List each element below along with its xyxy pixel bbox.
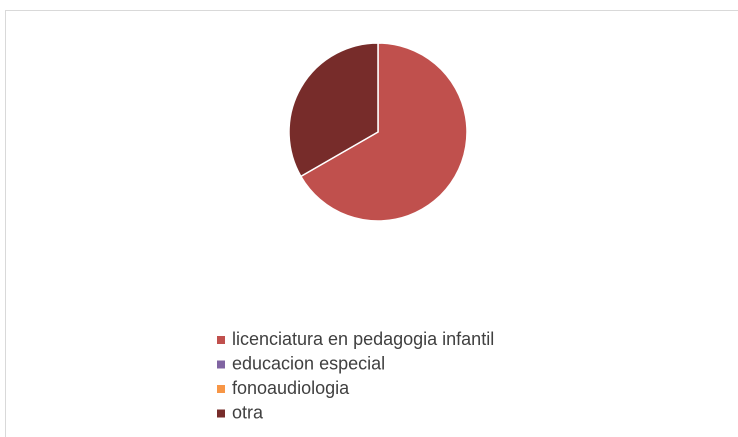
legend-label: otra — [232, 402, 264, 422]
pie-slice — [288, 42, 379, 178]
legend-label: educacion especial — [232, 353, 385, 373]
legend-swatch — [217, 385, 225, 393]
pie-slice — [299, 42, 468, 222]
legend-label: fonoaudiologia — [232, 378, 350, 398]
legend-label: licenciatura en pedagogia infantil — [232, 329, 494, 349]
legend-swatch — [217, 360, 225, 369]
legend-swatch — [217, 409, 225, 418]
legend-swatch — [217, 336, 225, 344]
